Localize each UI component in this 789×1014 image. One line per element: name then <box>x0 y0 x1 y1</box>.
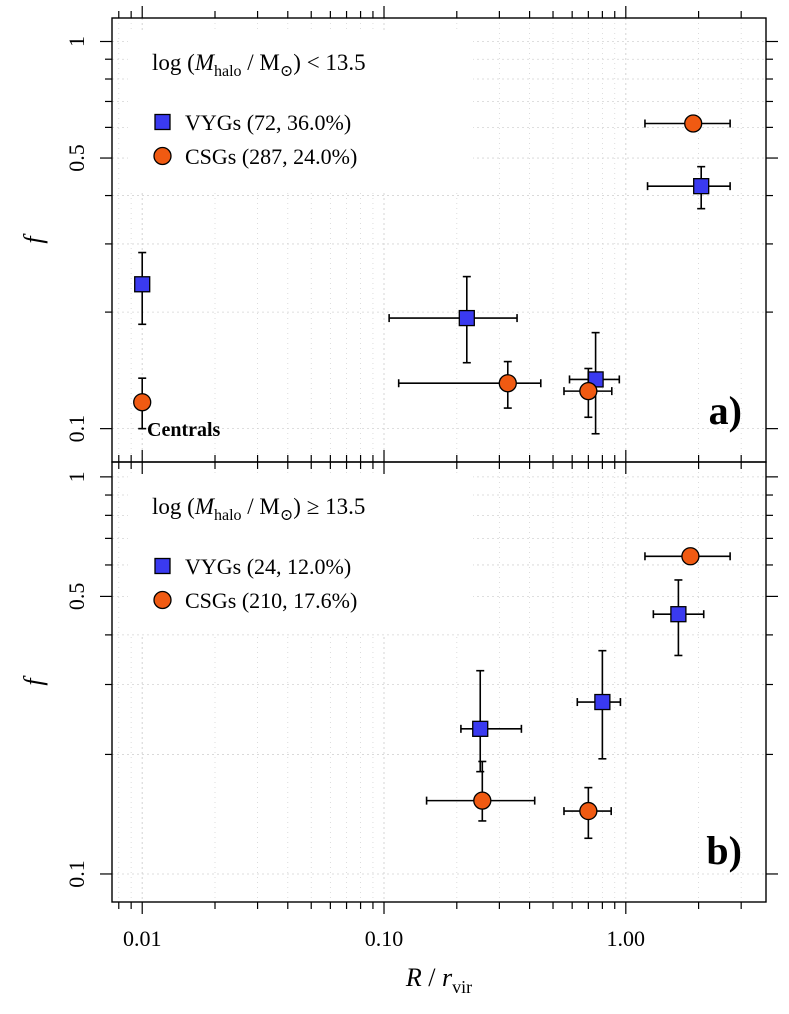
panel-a-letter: a) <box>709 388 742 433</box>
panel-a-vygs-point <box>388 275 518 364</box>
panel-a-title: log (Mhalo / M⊙) < 13.5 <box>152 50 366 80</box>
panel-b-frame <box>111 461 767 903</box>
panel-a-legend-circle-marker <box>153 146 172 166</box>
circle-marker <box>133 393 152 412</box>
panel-a-csgs-point <box>563 367 613 419</box>
x-tick-label: 0.10 <box>365 926 404 951</box>
circle-marker <box>681 547 700 566</box>
circle-marker <box>579 381 598 401</box>
panel-a-csgs-point <box>133 377 152 430</box>
panel-b-legend-box <box>128 474 473 634</box>
square-marker <box>693 178 710 195</box>
panel-b-title: log (Mhalo / M⊙) ≥ 13.5 <box>152 494 365 524</box>
panel-b-vygs-point <box>460 669 523 773</box>
panel-a-vygs-point <box>134 251 151 326</box>
square-marker <box>458 309 475 327</box>
panel-b-y-axis-title: f <box>19 675 48 686</box>
x-tick-label: 1.00 <box>607 926 646 951</box>
panel-b-legend-label-csgs: CSGs (210, 17.6%) <box>185 588 357 613</box>
axes-frame <box>100 6 778 914</box>
circle-marker <box>473 791 492 810</box>
square-marker <box>134 276 151 293</box>
panel-a-vygs-point <box>646 165 731 210</box>
panel-b-vygs-point <box>652 579 705 657</box>
panel-a-y-axis-title: f <box>19 233 48 244</box>
circle-marker <box>579 801 598 821</box>
panel-b-legend-square-marker <box>154 557 171 575</box>
grid-lines <box>112 18 766 902</box>
square-marker <box>670 606 687 623</box>
panel-b-vygs-point <box>576 649 622 760</box>
panel-b-csgs-point <box>644 547 731 566</box>
panel-b-y-tick-label: 0.1 <box>64 860 89 888</box>
x-tick-label: 0.01 <box>123 926 162 951</box>
panel-a-csgs-point <box>397 360 542 409</box>
panel-b-legend-circle-marker <box>153 590 172 610</box>
panel-b-y-tick-label: 1 <box>64 471 89 482</box>
panel-a-y-tick-label: 1 <box>64 36 89 47</box>
panel-a-legend-label-csgs: CSGs (287, 24.0%) <box>185 144 357 169</box>
square-marker <box>472 720 489 737</box>
text-layer: 0.1 0.5 1 f log (Mhalo / M⊙) < 13.5 VYGs (72,… <box>19 36 742 997</box>
panel-b-csgs-point <box>425 760 536 822</box>
data-layer <box>133 114 731 840</box>
panel-a-legend-label-vygs: VYGs (72, 36.0%) <box>185 110 351 135</box>
panel-b-csgs-point <box>563 786 612 840</box>
panel-b-y-tick-label: 0.5 <box>64 583 89 611</box>
circle-marker <box>498 374 517 393</box>
panel-a-legend-box <box>128 30 473 190</box>
circle-marker <box>684 114 703 133</box>
panel-a-csgs-point <box>644 114 731 133</box>
panel-b-legend-label-vygs: VYGs (24, 12.0%) <box>185 554 351 579</box>
panel-b-letter: b) <box>706 828 742 873</box>
panel-a-y-tick-label: 0.5 <box>64 144 89 172</box>
x-axis-title: R / rvir <box>405 963 472 997</box>
panel-a-legend-square-marker <box>154 113 171 131</box>
square-marker <box>594 693 611 711</box>
panel-a-y-tick-label: 0.1 <box>64 415 89 443</box>
panel-a-annotation: Centrals <box>147 419 221 441</box>
